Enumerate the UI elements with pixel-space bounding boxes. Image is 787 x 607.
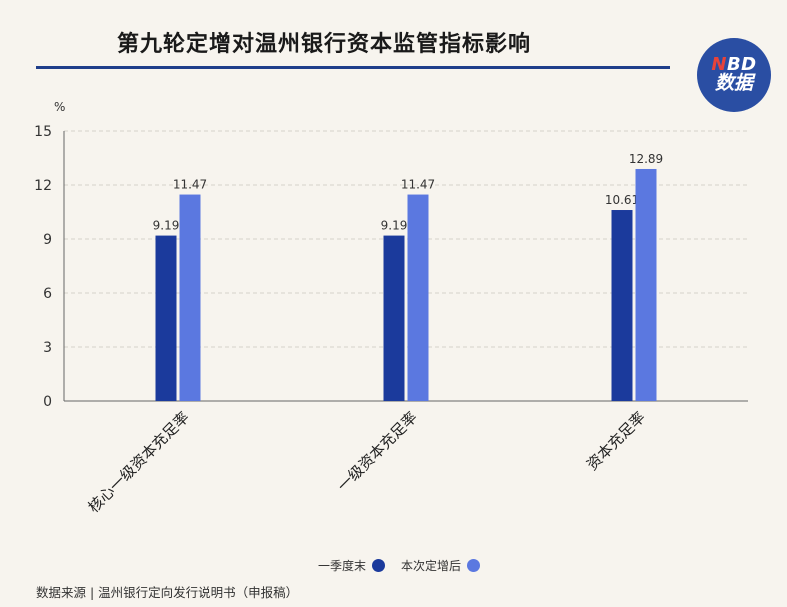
y-tick-label-4: 12: [34, 178, 52, 194]
y-unit-label: %: [54, 100, 65, 114]
y-tick-label-5: 15: [34, 124, 52, 140]
data-label-1-1: 11.47: [401, 178, 435, 192]
legend: 一季度末 本次定增后: [318, 557, 490, 574]
bar-0-1: [383, 235, 405, 401]
data-label-0-2: 10.61: [605, 193, 639, 207]
y-tick-label-1: 3: [43, 340, 52, 356]
x-tick-label-1: 一级资本充足率: [334, 408, 421, 495]
data-label-0-1: 9.19: [381, 219, 408, 233]
logo-n: N: [711, 53, 727, 75]
y-tick-label-0: 0: [43, 394, 52, 410]
bar-1-1: [407, 194, 429, 401]
chart-title: 第九轮定增对温州银行资本监管指标影响: [117, 32, 532, 57]
y-tick-label-2: 6: [43, 286, 52, 302]
data-label-1-2: 12.89: [629, 152, 663, 166]
legend-label-series1: 一季度末: [318, 559, 367, 573]
legend-item-series1: 一季度末: [318, 557, 386, 574]
logo-bd: BD: [726, 53, 757, 75]
bar-0-2: [611, 210, 633, 401]
y-tick-label-3: 9: [43, 232, 52, 248]
legend-label-series2: 本次定增后: [401, 559, 462, 573]
data-label-1-0: 11.47: [173, 178, 207, 192]
nbd-logo: NBD 数据: [697, 38, 771, 112]
legend-item-series2: 本次定增后: [401, 557, 481, 574]
title-rule: [36, 66, 670, 69]
bar-1-0: [179, 194, 201, 401]
x-tick-label-2: 资本充足率: [583, 408, 649, 474]
bar-0-0: [155, 235, 177, 401]
bar-1-2: [635, 168, 657, 401]
logo-shuju: 数据: [714, 72, 753, 95]
legend-swatch-series1: [372, 559, 386, 572]
x-tick-label-0: 核心一级资本充足率: [85, 408, 193, 516]
legend-swatch-series2: [467, 559, 481, 572]
data-label-0-0: 9.19: [153, 219, 180, 233]
data-source: 数据来源 | 温州银行定向发行说明书（申报稿）: [36, 585, 299, 600]
